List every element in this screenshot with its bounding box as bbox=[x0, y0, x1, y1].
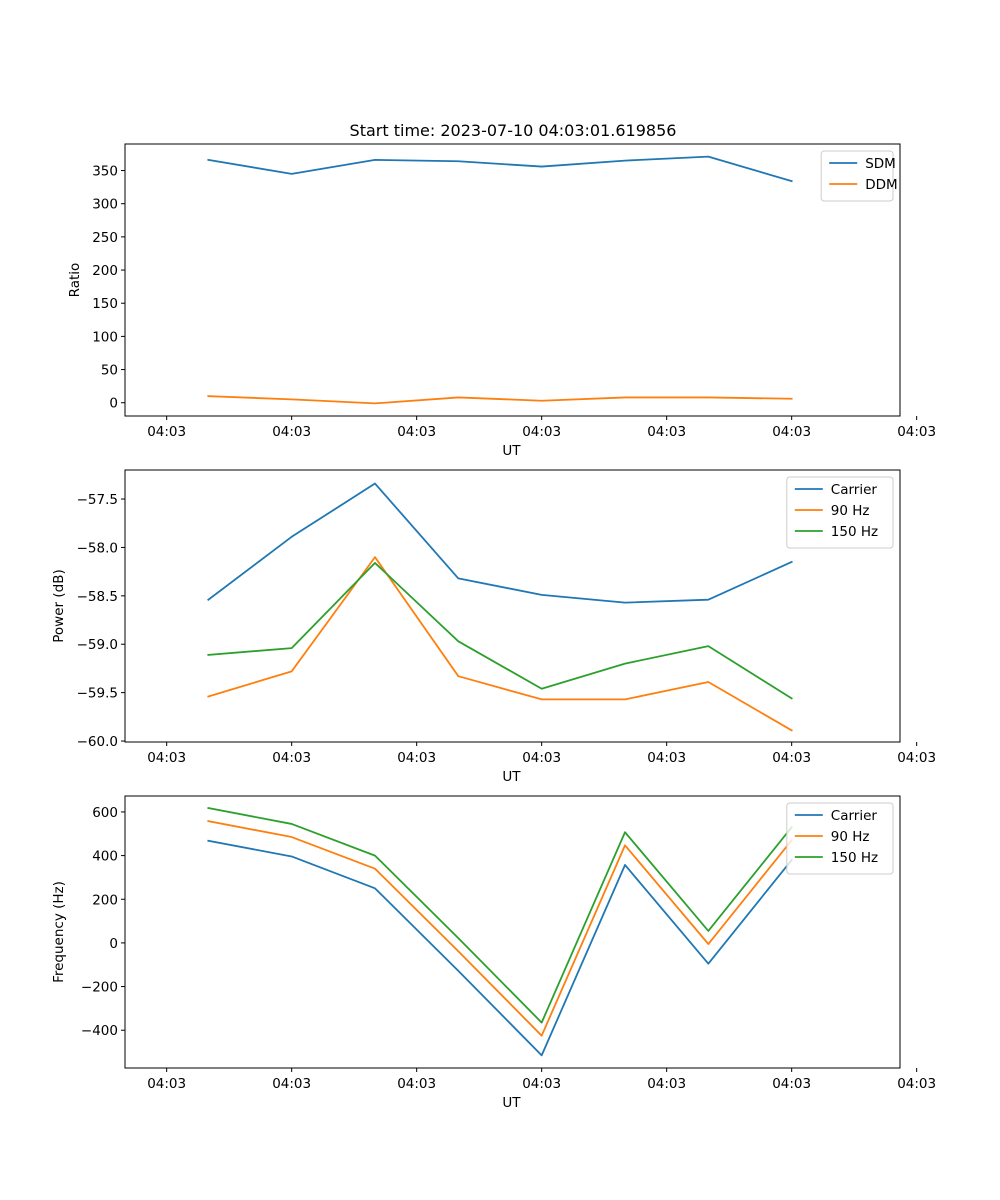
power-axes-frame bbox=[124, 469, 901, 743]
power-y-axis-label: Power (dB) bbox=[51, 569, 67, 642]
ratio-x-tick-label: 04:03 bbox=[272, 424, 311, 440]
power-x-tick-label: 04:03 bbox=[772, 750, 811, 766]
power-series-line-150-hz bbox=[207, 562, 793, 700]
power-x-tick-label: 04:03 bbox=[272, 750, 311, 766]
chart-title: Start time: 2023-07-10 04:03:01.619856 bbox=[350, 121, 677, 140]
power-chart: 04:03 04:03 04:03 04:03 04:03 04:03 04:03 −60.0… bbox=[51, 469, 936, 785]
power-legend-label: 150 Hz bbox=[831, 524, 878, 540]
power-x-tick-label: 04:03 bbox=[647, 750, 686, 766]
ratio-x-tick-label: 04:03 bbox=[147, 424, 186, 440]
frequency-x-tick-label: 04:03 bbox=[397, 1076, 436, 1092]
frequency-x-tick-label: 04:03 bbox=[147, 1076, 186, 1092]
power-y-tick-label: −57.5 bbox=[77, 492, 118, 508]
power-x-axis-label: UT bbox=[502, 769, 521, 785]
ratio-y-tick-label: 350 bbox=[92, 164, 118, 180]
ratio-y-axis-label: Ratio bbox=[67, 263, 83, 298]
frequency-chart: 04:03 04:03 04:03 04:03 04:03 04:03 04:03 −400 −… bbox=[51, 795, 936, 1111]
ratio-series-line-sdm bbox=[207, 155, 793, 183]
power-x-tick-label: 04:03 bbox=[147, 750, 186, 766]
ratio-y-tick-label: 0 bbox=[109, 396, 118, 412]
frequency-legend-label: 150 Hz bbox=[831, 850, 878, 866]
chart-layer: 04:03 04:03 04:03 04:03 04:03 04:03 04:03 0 50 10… bbox=[51, 143, 936, 1111]
ratio-legend-label: SDM bbox=[865, 156, 896, 172]
ratio-y-tick-label: 150 bbox=[92, 296, 118, 312]
ratio-chart: 04:03 04:03 04:03 04:03 04:03 04:03 04:03 0 50 10… bbox=[67, 143, 936, 459]
frequency-y-tick-label: −400 bbox=[81, 1023, 118, 1039]
frequency-y-axis-label: Frequency (Hz) bbox=[51, 881, 67, 983]
frequency-series-line-carrier bbox=[207, 839, 793, 1057]
frequency-y-tick-label: 0 bbox=[109, 936, 118, 952]
power-series-line-90-hz bbox=[207, 556, 793, 732]
power-legend-label: 90 Hz bbox=[831, 503, 870, 519]
frequency-axes-frame bbox=[124, 795, 901, 1069]
ratio-y-tick-label: 100 bbox=[92, 329, 118, 345]
frequency-legend-label: 90 Hz bbox=[831, 829, 870, 845]
frequency-x-tick-label: 04:03 bbox=[647, 1076, 686, 1092]
frequency-series-line-90-hz bbox=[207, 820, 793, 1037]
power-y-tick-label: −59.0 bbox=[77, 637, 118, 653]
frequency-x-tick-label: 04:03 bbox=[772, 1076, 811, 1092]
ratio-legend-label: DDM bbox=[865, 177, 897, 193]
ratio-y-tick-label: 250 bbox=[92, 230, 118, 246]
frequency-y-tick-label: 200 bbox=[92, 892, 118, 908]
frequency-x-tick-label: 04:03 bbox=[272, 1076, 311, 1092]
frequency-y-tick-label: 600 bbox=[92, 805, 118, 821]
ratio-x-tick-label: 04:03 bbox=[522, 424, 561, 440]
ratio-y-tick-label: 50 bbox=[101, 363, 118, 379]
power-x-tick-label: 04:03 bbox=[897, 750, 936, 766]
power-y-tick-label: −58.0 bbox=[77, 540, 118, 556]
frequency-series-line-150-hz bbox=[207, 806, 793, 1024]
ratio-y-tick-label: 200 bbox=[92, 263, 118, 279]
ratio-x-tick-label: 04:03 bbox=[647, 424, 686, 440]
frequency-y-tick-label: 400 bbox=[92, 849, 118, 865]
power-series-line-carrier bbox=[207, 482, 793, 604]
power-legend-label: Carrier bbox=[831, 482, 878, 498]
ratio-x-axis-label: UT bbox=[502, 443, 521, 459]
ratio-x-tick-label: 04:03 bbox=[772, 424, 811, 440]
frequency-x-tick-label: 04:03 bbox=[522, 1076, 561, 1092]
power-y-tick-label: −60.0 bbox=[77, 734, 118, 750]
ratio-series-line-ddm bbox=[207, 395, 793, 405]
frequency-x-axis-label: UT bbox=[502, 1095, 521, 1111]
power-x-tick-label: 04:03 bbox=[397, 750, 436, 766]
ratio-x-tick-label: 04:03 bbox=[397, 424, 436, 440]
power-x-tick-label: 04:03 bbox=[522, 750, 561, 766]
frequency-legend-label: Carrier bbox=[831, 808, 878, 824]
ratio-axes-frame bbox=[124, 143, 901, 417]
frequency-x-tick-label: 04:03 bbox=[897, 1076, 936, 1092]
ratio-x-tick-label: 04:03 bbox=[897, 424, 936, 440]
power-y-tick-label: −59.5 bbox=[77, 686, 118, 702]
ratio-y-tick-label: 300 bbox=[92, 197, 118, 213]
power-y-tick-label: −58.5 bbox=[77, 589, 118, 605]
frequency-y-tick-label: −200 bbox=[81, 980, 118, 996]
